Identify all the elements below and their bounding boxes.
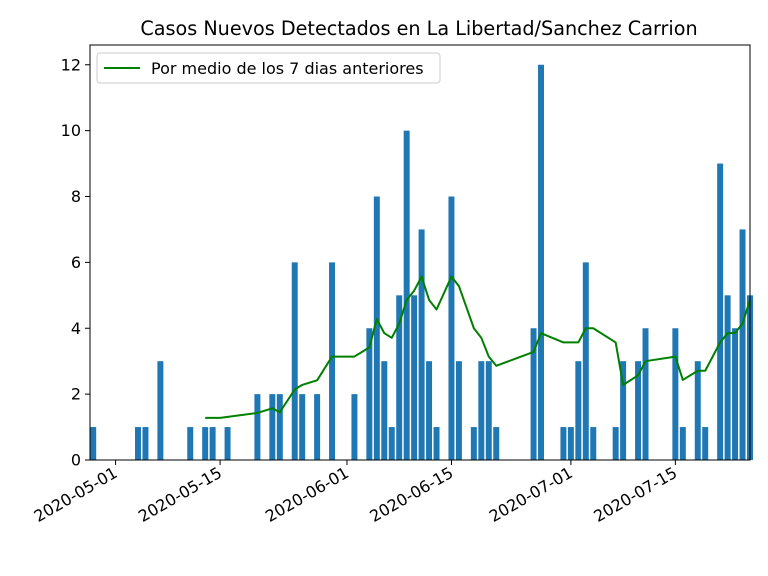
bar bbox=[388, 427, 395, 460]
bar bbox=[314, 394, 321, 460]
bar bbox=[560, 427, 567, 460]
y-tick-label: 6 bbox=[71, 253, 81, 272]
bar bbox=[567, 427, 574, 460]
bar bbox=[351, 394, 358, 460]
bar bbox=[373, 196, 380, 460]
bar bbox=[470, 427, 477, 460]
y-tick-label: 4 bbox=[71, 319, 81, 338]
bar bbox=[403, 130, 410, 460]
bar bbox=[157, 361, 164, 460]
y-tick-label: 12 bbox=[61, 55, 81, 74]
bar bbox=[433, 427, 440, 460]
bar bbox=[538, 64, 545, 460]
bar bbox=[478, 361, 485, 460]
bar bbox=[329, 262, 336, 460]
bar bbox=[694, 361, 701, 460]
series-line bbox=[205, 275, 751, 419]
bar bbox=[90, 427, 97, 460]
bar bbox=[254, 394, 261, 460]
bar bbox=[455, 361, 462, 460]
bar bbox=[418, 229, 425, 460]
bar bbox=[411, 295, 418, 460]
y-tick-label: 0 bbox=[71, 451, 81, 470]
y-tick-label: 2 bbox=[71, 385, 81, 404]
legend-box bbox=[96, 52, 441, 84]
chart-title: Casos Nuevos Detectados en La Libertad/S… bbox=[140, 17, 697, 40]
bar bbox=[426, 361, 433, 460]
bar bbox=[575, 361, 582, 460]
bar bbox=[612, 427, 619, 460]
bar bbox=[582, 262, 589, 460]
bar bbox=[291, 262, 298, 460]
axes-frame bbox=[89, 44, 751, 461]
bar bbox=[448, 196, 455, 460]
y-tick-label: 8 bbox=[71, 187, 81, 206]
bar bbox=[530, 328, 537, 460]
y-tick-label: 10 bbox=[61, 121, 81, 140]
bar bbox=[732, 328, 739, 460]
bar bbox=[642, 328, 649, 460]
bar bbox=[679, 427, 686, 460]
bar bbox=[135, 427, 141, 460]
bar bbox=[493, 427, 500, 460]
bar bbox=[269, 394, 276, 460]
bar bbox=[209, 427, 216, 460]
bar bbox=[724, 295, 731, 460]
bar bbox=[717, 163, 724, 460]
bar bbox=[739, 229, 746, 460]
bar bbox=[672, 328, 679, 460]
bar bbox=[299, 394, 306, 460]
bar bbox=[635, 361, 642, 460]
bar bbox=[202, 427, 209, 460]
bar bbox=[702, 427, 709, 460]
bar bbox=[590, 427, 597, 460]
bar bbox=[276, 394, 283, 460]
bar bbox=[224, 427, 231, 460]
legend: Por medio de los 7 dias anteriores bbox=[96, 52, 441, 84]
bar bbox=[396, 295, 403, 460]
bar bbox=[485, 361, 492, 460]
bar bbox=[381, 361, 388, 460]
bar bbox=[187, 427, 194, 460]
bar bbox=[620, 361, 627, 460]
y-axis: 0 2 4 6 8 10 12 bbox=[61, 55, 90, 470]
bar bbox=[366, 328, 373, 460]
bar bbox=[142, 427, 149, 460]
legend-label: Por medio de los 7 dias anteriores bbox=[151, 59, 424, 78]
